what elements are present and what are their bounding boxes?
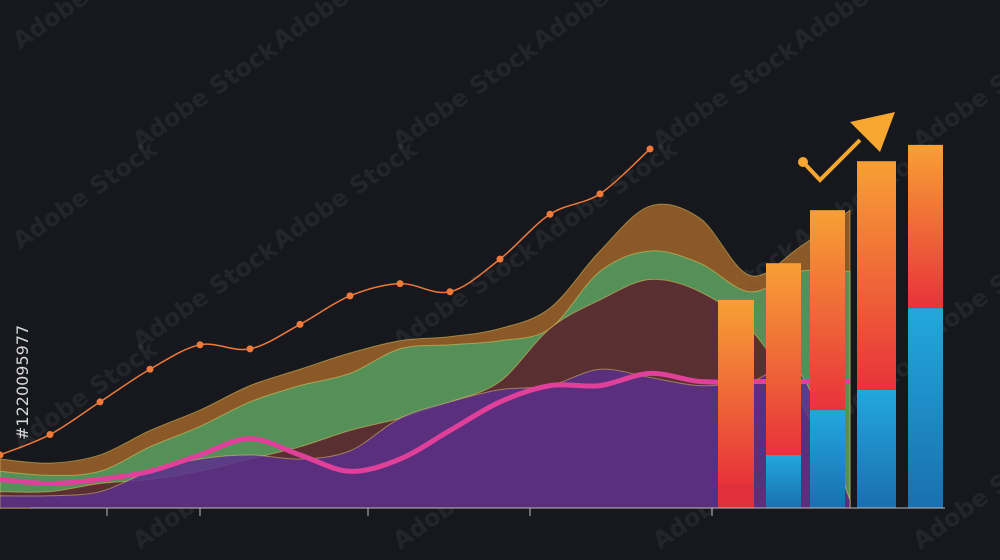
bar-segment [766,454,801,508]
line-point [646,145,654,153]
bar-segment [810,210,845,411]
watermark: Adobe Stock [7,0,163,55]
line-point [496,255,504,263]
line-point [146,365,154,373]
watermark: Adobe Stock [647,34,803,155]
watermark: Adobe Stock [127,234,283,355]
watermark: Adobe Stock [387,34,543,155]
arrow-dot [798,157,808,167]
line [0,370,850,487]
bar-segment [908,308,943,508]
watermark: Adobe Stock [7,134,163,255]
bar-segment [718,299,754,484]
line-point [46,431,54,439]
line-point [296,320,304,328]
arrow-head [850,112,895,152]
bar-segment [857,389,896,508]
trend-arrow [801,138,862,183]
line-point [96,398,104,406]
line-point [246,345,254,353]
line-point [0,451,4,459]
watermark: Adobe Stock [127,34,283,155]
stock-id: #1220095977 [13,325,32,440]
line-point [546,210,554,218]
watermark: Adobe Stock [787,0,943,55]
bar-segment [857,161,896,390]
axis-ticks [106,508,713,516]
plot [0,144,943,509]
watermark: Adobe Stock [267,0,423,55]
line-point [396,280,404,288]
bar-segment [766,263,801,455]
watermark: Adobe Stock [907,34,1000,155]
line-point [446,288,454,296]
line-point [346,292,354,300]
watermark: Adobe Stock [267,134,423,255]
line-point [596,190,604,198]
bar-segment [810,410,845,508]
bar-segment [718,483,754,508]
bar-segment [908,144,943,309]
watermark: Adobe Stock [527,0,683,55]
line-point [196,341,204,349]
